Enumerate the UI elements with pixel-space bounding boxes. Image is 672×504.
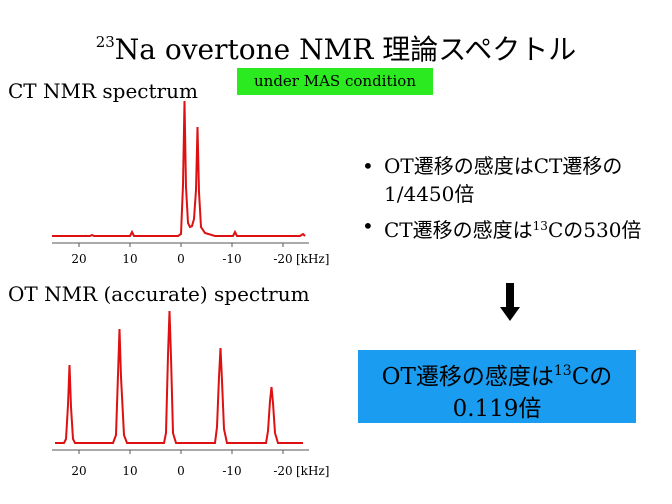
down-arrow-icon (500, 283, 520, 321)
sensitivity-bullet-list: • OT遷移の感度はCT遷移の1/4450倍 • CT遷移の感度は13Cの530… (362, 152, 662, 248)
ot-tick-label: -20 (273, 464, 292, 478)
bullet-text: OT遷移の感度はCT遷移の1/4450倍 (384, 154, 623, 206)
result-line-1: OT遷移の感度は13Cの (358, 355, 636, 393)
bullet-text: Cの530倍 (547, 218, 642, 242)
ct-tick-label: -20 (273, 252, 292, 266)
ct-spectrum-label: CT NMR spectrum (8, 79, 198, 103)
ct-unit-label: [kHz] (296, 252, 329, 266)
page-title: 23Na overtone NMR 理論スペクトル (0, 28, 672, 68)
ct-tick-label: 20 (71, 252, 86, 266)
ct-x-ticks (78, 243, 284, 247)
result-line-2: 0.119倍 (452, 396, 542, 422)
list-item: • CT遷移の感度は13Cの530倍 (362, 212, 662, 244)
ct-spectrum-plot: 20 10 0 -10 -20 [kHz] (52, 100, 329, 266)
ot-tick-label: 10 (122, 464, 137, 478)
ct-tick-label: 0 (177, 252, 185, 266)
ot-spectrum-label: OT NMR (accurate) spectrum (8, 282, 310, 306)
bullet-superscript: 13 (532, 219, 548, 233)
result-text: Cの (571, 364, 613, 390)
ot-x-ticks (78, 450, 284, 454)
title-text: Na overtone NMR 理論スペクトル (114, 33, 577, 66)
ot-spectrum-line (55, 310, 303, 444)
result-text: OT遷移の感度は (381, 364, 554, 390)
result-superscript: 13 (553, 363, 572, 379)
ot-tick-label: -10 (222, 464, 241, 478)
ot-spectrum-plot: 20 10 0 -10 -20 [kHz] (52, 310, 329, 478)
result-box: OT遷移の感度は13Cの 0.119倍 (358, 350, 636, 423)
ot-tick-label: 0 (177, 464, 185, 478)
ct-tick-label: -10 (222, 252, 241, 266)
bullet-marker: • (362, 214, 374, 238)
bullet-text: CT遷移の感度は (384, 218, 533, 242)
title-isotope-superscript: 23 (95, 33, 115, 51)
ot-unit-label: [kHz] (296, 464, 329, 478)
bullet-marker: • (362, 154, 374, 178)
ct-spectrum-line (52, 100, 306, 237)
mas-condition-badge: under MAS condition (237, 68, 433, 95)
list-item: • OT遷移の感度はCT遷移の1/4450倍 (362, 152, 662, 208)
ot-tick-label: 20 (71, 464, 86, 478)
ct-tick-label: 10 (122, 252, 137, 266)
